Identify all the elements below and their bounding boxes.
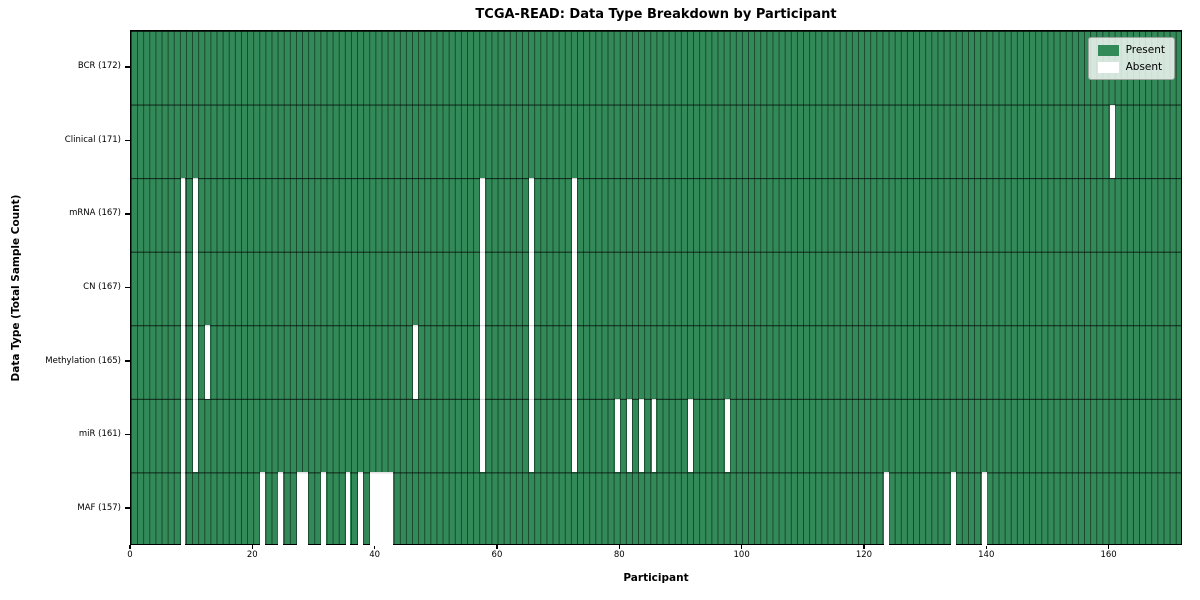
y-tick (125, 360, 130, 362)
absent-bar (180, 178, 186, 252)
heatmap-plot: Present Absent (130, 30, 1182, 546)
y-tick (125, 213, 130, 215)
absent-bar (180, 251, 186, 326)
absent-bar (572, 325, 577, 399)
y-tick-label: BCR (172) (77, 61, 121, 72)
absent-bar (180, 325, 186, 399)
absent-bar (278, 472, 284, 546)
legend-label-present: Present (1125, 44, 1165, 56)
x-tick-label: 160 (1100, 550, 1117, 560)
absent-bar (480, 178, 486, 252)
absent-bar (480, 325, 486, 399)
row-boundary-lines-overlay (131, 31, 1181, 544)
y-tick (125, 139, 130, 142)
x-tick (373, 545, 376, 549)
absent-bar (413, 325, 418, 399)
x-tick (740, 545, 743, 549)
absent-bar (1110, 104, 1115, 179)
absent-bar (192, 251, 198, 326)
absent-bar (296, 472, 308, 546)
y-tick (125, 433, 130, 436)
absent-bar (627, 398, 632, 473)
absent-bar (639, 398, 645, 473)
x-tick (985, 545, 988, 549)
y-tick-label: MAF (157) (77, 502, 121, 513)
y-tick-label: Clinical (171) (64, 134, 121, 145)
x-tick (251, 545, 254, 549)
absent-bar (529, 251, 534, 326)
absent-bar (529, 178, 534, 252)
absent-bar (688, 398, 693, 473)
absent-bar (260, 472, 265, 546)
x-tick-label: 120 (855, 550, 873, 560)
x-tick-label: 0 (127, 550, 133, 560)
legend: Present Absent (1087, 37, 1175, 80)
legend-label-absent: Absent (1125, 61, 1163, 73)
absent-bar (572, 398, 577, 473)
absent-bar (529, 325, 534, 399)
absent-bar (724, 398, 730, 473)
absent-bar (180, 472, 186, 546)
absent-bars-layer (131, 31, 1181, 546)
x-tick-label: 100 (733, 550, 750, 560)
y-tick-label: Methylation (165) (45, 355, 121, 366)
absent-swatch (1097, 61, 1119, 73)
present-swatch (1097, 44, 1119, 56)
x-tick (129, 545, 131, 549)
y-tick-label: miR (161) (78, 429, 121, 440)
x-tick (863, 545, 865, 549)
absent-bar (572, 251, 577, 326)
absent-bar (572, 178, 577, 252)
x-tick (1107, 545, 1110, 549)
legend-item-present: Present (1097, 44, 1165, 56)
absent-bar (358, 472, 363, 546)
absent-bar (951, 472, 956, 546)
y-tick (125, 66, 130, 68)
absent-bar (321, 472, 326, 546)
absent-bar (180, 398, 186, 473)
absent-bar (480, 398, 486, 473)
absent-bar (205, 325, 210, 399)
chart-title: TCGA-READ: Data Type Breakdown by Partic… (475, 7, 837, 22)
absent-bar (480, 251, 486, 326)
x-tick (496, 545, 498, 549)
x-tick-label: 80 (613, 550, 625, 560)
absent-bar (884, 472, 889, 546)
y-tick (125, 507, 130, 509)
absent-bar (192, 325, 198, 399)
absent-bar (529, 398, 534, 473)
absent-bar (345, 472, 351, 546)
legend-item-absent: Absent (1097, 61, 1165, 73)
y-tick (125, 286, 130, 289)
x-tick (618, 545, 621, 549)
absent-bar (614, 398, 620, 473)
absent-bar (370, 472, 394, 546)
x-axis-label: Participant (623, 572, 689, 584)
absent-bar (981, 472, 987, 546)
absent-bar (192, 398, 198, 473)
x-tick-label: 140 (978, 550, 995, 560)
x-tick-label: 40 (369, 550, 381, 560)
y-tick-label: mRNA (167) (69, 208, 121, 219)
absent-bar (192, 178, 198, 252)
x-tick-label: 20 (246, 550, 258, 560)
x-tick-label: 60 (491, 550, 503, 560)
absent-bar (651, 398, 657, 473)
y-tick-label: CN (167) (83, 282, 121, 292)
